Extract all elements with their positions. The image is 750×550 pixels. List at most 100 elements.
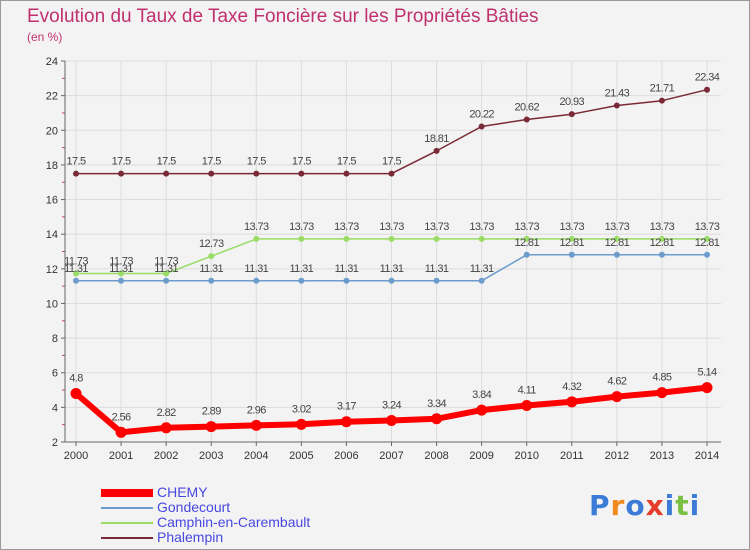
data-label-gondecourt: 11.31 [199, 263, 223, 275]
data-point-phalempin [208, 170, 215, 177]
data-point-gondecourt [208, 277, 215, 284]
data-label-phalempin: 21.43 [605, 88, 630, 100]
data-point-phalempin [613, 102, 620, 109]
data-point-chemy [386, 415, 397, 427]
y-tick-label: 4 [52, 402, 58, 414]
data-label-chemy: 5.14 [697, 367, 716, 379]
legend-label-phalempin: Phalempin [157, 529, 224, 545]
data-point-camphin-en-carembault [568, 235, 575, 242]
x-tick-label: 2002 [154, 450, 178, 462]
data-point-camphin-en-carembault [163, 270, 170, 277]
data-point-camphin-en-carembault [658, 235, 665, 242]
data-label-gondecourt: 11.31 [335, 263, 359, 275]
x-tick-label: 2000 [64, 450, 88, 462]
data-point-chemy [701, 382, 713, 394]
data-label-phalempin: 20.93 [560, 96, 585, 108]
data-label-camphin-en-carembault: 13.73 [334, 221, 359, 233]
x-tick-label: 2007 [379, 450, 403, 462]
data-label-camphin-en-carembault: 13.73 [605, 221, 630, 233]
data-point-gondecourt [568, 251, 575, 258]
data-label-gondecourt: 12.81 [650, 237, 675, 249]
data-point-phalempin [163, 170, 170, 177]
legend-swatch-camphin [101, 522, 153, 524]
data-label-chemy: 2.56 [112, 411, 131, 423]
data-point-gondecourt [433, 277, 440, 284]
x-tick-label: 2013 [650, 450, 674, 462]
data-point-phalempin [388, 170, 395, 177]
x-tick-label: 2003 [199, 450, 223, 462]
data-point-gondecourt [298, 277, 305, 284]
data-point-phalempin [298, 170, 305, 177]
legend-label-camphin: Camphin-en-Carembault [157, 514, 311, 530]
x-tick-label: 2014 [695, 450, 719, 462]
data-point-phalempin [73, 170, 79, 177]
data-point-gondecourt [163, 277, 170, 284]
data-label-camphin-en-carembault: 11.73 [64, 255, 88, 267]
data-label-phalempin: 17.5 [247, 156, 266, 168]
legend-label-gondecourt: Gondecourt [157, 499, 231, 515]
y-tick-label: 6 [52, 368, 58, 380]
data-point-chemy [295, 418, 307, 430]
data-point-gondecourt [343, 277, 350, 284]
data-label-phalempin: 18.81 [424, 133, 449, 145]
data-point-camphin-en-carembault [298, 235, 305, 242]
data-point-phalempin [658, 97, 665, 104]
logo-letter: i [664, 489, 676, 522]
data-label-camphin-en-carembault: 13.73 [514, 221, 539, 233]
data-label-chemy: 3.17 [337, 401, 356, 413]
data-label-phalempin: 20.22 [469, 108, 494, 120]
data-label-chemy: 3.34 [427, 398, 446, 410]
data-point-phalempin [433, 147, 440, 154]
data-point-camphin-en-carembault [118, 270, 125, 277]
data-label-camphin-en-carembault: 11.73 [109, 255, 133, 267]
data-point-gondecourt [118, 277, 125, 284]
data-point-gondecourt [704, 251, 710, 258]
data-label-phalempin: 17.5 [66, 156, 85, 168]
x-tick-label: 2006 [334, 450, 358, 462]
data-point-chemy [205, 421, 217, 433]
y-axis-unit: (en %) [27, 30, 63, 44]
x-tick-label: 2009 [469, 450, 493, 462]
y-tick-label: 8 [52, 333, 58, 345]
data-label-chemy: 4.85 [652, 372, 671, 384]
data-label-camphin-en-carembault: 13.73 [560, 221, 585, 233]
data-label-chemy: 4.32 [562, 381, 581, 393]
data-label-gondecourt: 11.31 [470, 263, 494, 275]
data-label-camphin-en-carembault: 13.73 [244, 221, 269, 233]
proxiti-logo: Proxiti [589, 489, 700, 522]
data-label-camphin-en-carembault: 11.73 [154, 255, 178, 267]
chart-title: Evolution du Taux de Taxe Foncière sur l… [27, 6, 539, 27]
data-label-camphin-en-carembault: 13.73 [379, 221, 404, 233]
data-point-camphin-en-carembault [523, 235, 530, 242]
data-label-phalempin: 20.62 [514, 102, 539, 114]
data-label-chemy: 3.24 [382, 400, 401, 412]
data-point-chemy [656, 387, 668, 399]
data-point-camphin-en-carembault [433, 235, 440, 242]
data-label-phalempin: 17.5 [157, 156, 176, 168]
data-point-phalempin [343, 170, 350, 177]
data-label-gondecourt: 12.81 [605, 237, 630, 249]
data-point-chemy [566, 396, 578, 408]
y-tick-label: 12 [46, 264, 58, 276]
data-point-chemy [70, 388, 82, 400]
data-label-gondecourt: 12.81 [514, 237, 539, 249]
data-label-camphin-en-carembault: 13.73 [469, 221, 494, 233]
data-label-phalempin: 17.5 [382, 156, 401, 168]
data-point-chemy [476, 404, 488, 416]
data-label-phalempin: 17.5 [292, 156, 311, 168]
legend-swatch-gondecourt [101, 507, 153, 509]
y-tick-label: 2 [52, 437, 58, 449]
data-point-camphin-en-carembault [73, 270, 79, 277]
data-point-camphin-en-carembault [253, 235, 260, 242]
logo-letter: t [675, 489, 690, 522]
data-point-phalempin [478, 123, 485, 130]
data-point-chemy [521, 399, 533, 411]
y-tick-label: 18 [46, 160, 58, 172]
data-label-chemy: 4.11 [518, 384, 537, 396]
data-point-camphin-en-carembault [704, 235, 710, 242]
y-tick-label: 20 [46, 125, 58, 137]
data-label-camphin-en-carembault: 13.73 [695, 221, 720, 233]
data-label-phalempin: 21.71 [650, 83, 675, 95]
data-point-gondecourt [253, 277, 260, 284]
